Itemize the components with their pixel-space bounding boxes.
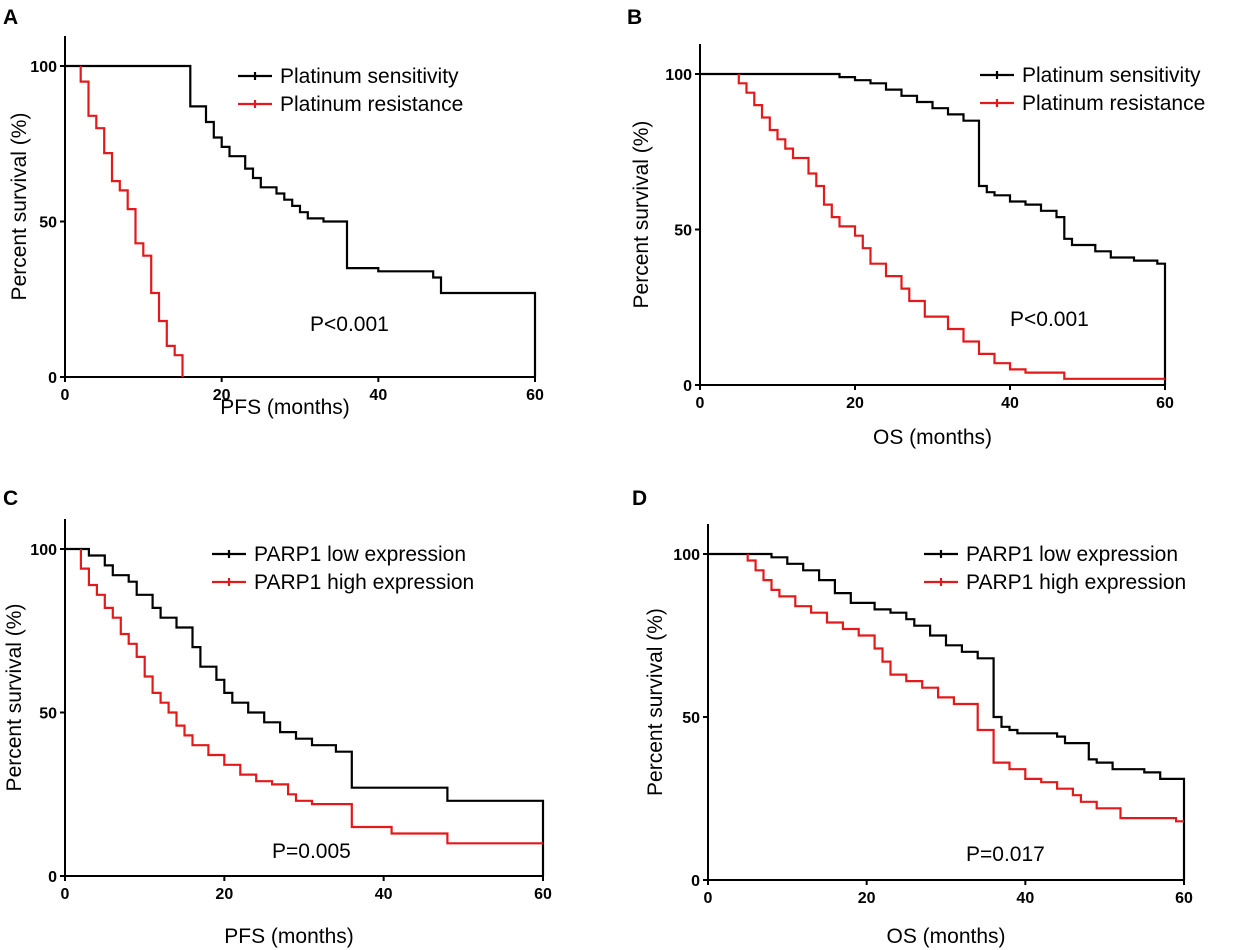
series-line-red: [79, 66, 184, 377]
x-tick-label: 0: [696, 395, 705, 412]
p-value-annotation: P=0.017: [966, 843, 1045, 866]
p-value-annotation: P=0.005: [272, 840, 351, 863]
legend-entry: Platinum sensitivity: [280, 65, 459, 88]
x-tick-label: 0: [61, 886, 70, 903]
y-tick-label: 50: [39, 215, 57, 232]
panel-label: C: [3, 487, 18, 510]
legend-entry: PARP1 low expression: [254, 543, 466, 566]
series-line-black: [708, 552, 1186, 880]
y-axis-label: Percent survival (%): [644, 608, 667, 796]
series-line-red: [79, 549, 543, 845]
x-tick-label: 20: [215, 886, 233, 903]
x-tick-label: 40: [1001, 395, 1019, 412]
series-line-red: [737, 74, 1165, 380]
x-tick-label: 20: [858, 890, 876, 907]
x-axis-label: PFS (months): [220, 396, 350, 419]
legend-entry: PARP1 high expression: [254, 571, 474, 594]
x-tick-label: 60: [1175, 890, 1193, 907]
y-tick-label: 0: [48, 370, 57, 387]
x-tick-label: 40: [1016, 890, 1034, 907]
y-tick-label: 0: [48, 869, 57, 886]
panel-label: A: [3, 6, 18, 29]
legend-entry: Platinum resistance: [280, 93, 463, 116]
panel-c: C 0 50 100 0 20 40 60 PFS (months) Percent surviv…: [3, 487, 552, 948]
y-tick-label: 100: [30, 59, 57, 76]
x-tick-label: 60: [534, 886, 552, 903]
legend-entry: PARP1 high expression: [966, 571, 1186, 594]
panel-label: B: [627, 6, 642, 29]
x-tick-label: 60: [1156, 395, 1174, 412]
y-tick-label: 50: [682, 710, 700, 727]
x-axis-label: OS (months): [873, 426, 992, 449]
y-axis-label: Percent survival (%): [3, 604, 26, 792]
y-tick-label: 0: [683, 378, 692, 395]
x-axis-label: PFS (months): [224, 925, 354, 948]
y-tick-label: 0: [691, 873, 700, 890]
legend-entry: Platinum resistance: [1022, 92, 1205, 115]
series-line-black: [65, 64, 537, 377]
panel-a: A 0 50 100 0 20 40 60 PFS (months) Percent surviv…: [3, 6, 544, 419]
panel-b: B 0 50 100 0 20 40 60 OS (months) Percent surviva…: [627, 6, 1205, 449]
p-value-annotation: P<0.001: [1010, 308, 1089, 331]
p-value-annotation: P<0.001: [310, 313, 389, 336]
x-tick-label: 20: [846, 395, 864, 412]
legend-entry: Platinum sensitivity: [1022, 64, 1201, 87]
series-line-black: [65, 547, 545, 876]
x-tick-label: 0: [704, 890, 713, 907]
x-tick-label: 40: [375, 886, 393, 903]
x-tick-label: 60: [526, 387, 544, 404]
x-tick-label: 0: [61, 387, 70, 404]
y-tick-label: 100: [30, 542, 57, 559]
legend-entry: PARP1 low expression: [966, 543, 1178, 566]
y-axis-label: Percent survival (%): [8, 113, 31, 301]
y-tick-label: 50: [39, 706, 57, 723]
y-tick-label: 100: [665, 67, 692, 84]
y-tick-label: 100: [673, 547, 700, 564]
x-axis-label: OS (months): [886, 925, 1005, 948]
panel-d: D 0 50 100 0 20 40 60 OS (months) Percent surviva…: [632, 487, 1193, 948]
y-tick-label: 50: [674, 223, 692, 240]
x-tick-label: 40: [369, 387, 387, 404]
panel-label: D: [632, 487, 647, 510]
y-axis-label: Percent survival (%): [630, 121, 653, 309]
series-line-black: [700, 72, 1167, 385]
x-tick-label: 20: [213, 387, 231, 404]
series-line-red: [746, 554, 1184, 823]
